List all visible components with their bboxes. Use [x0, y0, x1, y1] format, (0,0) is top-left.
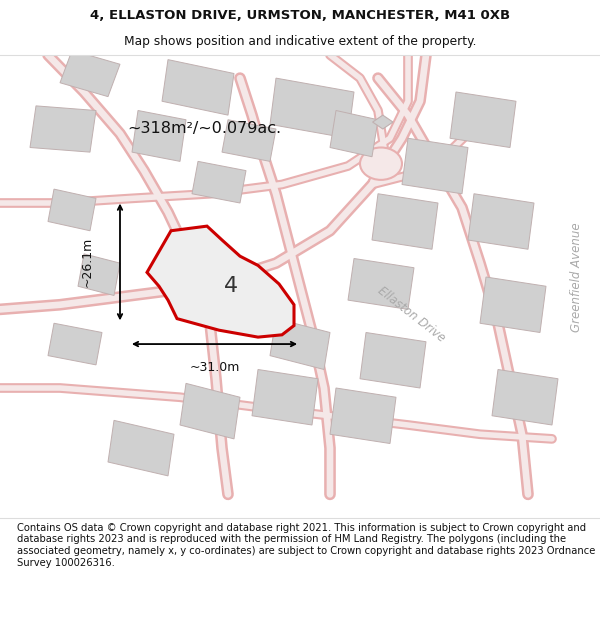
Polygon shape — [48, 189, 96, 231]
Text: Ellaston Drive: Ellaston Drive — [375, 284, 447, 344]
Polygon shape — [360, 332, 426, 388]
Polygon shape — [330, 388, 396, 444]
Polygon shape — [78, 254, 120, 296]
Polygon shape — [270, 319, 330, 369]
Polygon shape — [450, 92, 516, 148]
Text: ~26.1m: ~26.1m — [80, 237, 94, 287]
Text: Map shows position and indicative extent of the property.: Map shows position and indicative extent… — [124, 35, 476, 48]
Text: Contains OS data © Crown copyright and database right 2021. This information is : Contains OS data © Crown copyright and d… — [17, 523, 595, 568]
Polygon shape — [468, 194, 534, 249]
Polygon shape — [252, 369, 318, 425]
Text: ~31.0m: ~31.0m — [190, 361, 239, 374]
Text: Greenfield Avenue: Greenfield Avenue — [569, 222, 583, 332]
Text: 4, ELLASTON DRIVE, URMSTON, MANCHESTER, M41 0XB: 4, ELLASTON DRIVE, URMSTON, MANCHESTER, … — [90, 9, 510, 22]
Polygon shape — [132, 111, 186, 161]
Text: ~318m²/~0.079ac.: ~318m²/~0.079ac. — [127, 121, 281, 136]
Polygon shape — [198, 263, 258, 314]
Polygon shape — [48, 323, 102, 365]
Polygon shape — [373, 115, 393, 129]
Text: 4: 4 — [224, 276, 238, 296]
Circle shape — [360, 148, 402, 180]
Polygon shape — [180, 383, 240, 439]
Polygon shape — [480, 277, 546, 332]
Polygon shape — [348, 259, 414, 309]
Polygon shape — [192, 161, 246, 203]
Polygon shape — [270, 78, 354, 138]
Polygon shape — [108, 421, 174, 476]
Polygon shape — [330, 111, 378, 157]
Polygon shape — [30, 106, 96, 152]
Polygon shape — [60, 51, 120, 97]
Polygon shape — [162, 59, 234, 115]
Polygon shape — [222, 120, 276, 161]
Polygon shape — [147, 226, 294, 337]
Polygon shape — [372, 194, 438, 249]
Polygon shape — [402, 138, 468, 194]
Polygon shape — [492, 369, 558, 425]
